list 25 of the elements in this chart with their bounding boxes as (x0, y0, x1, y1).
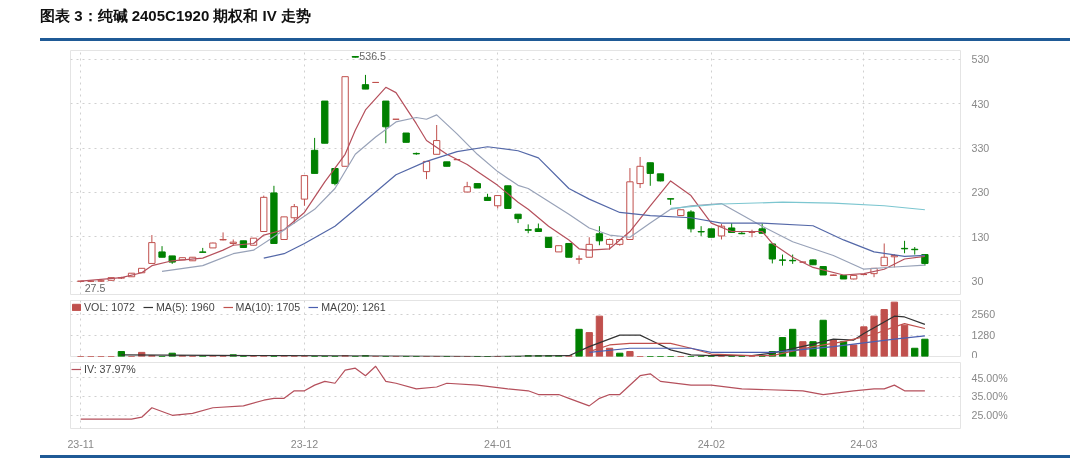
y-tick-label: 25.00% (971, 409, 1009, 422)
y-tick-label: 0 (971, 348, 978, 361)
y-tick-label: 330 (971, 142, 990, 155)
x-tick-label: 24-02 (697, 437, 725, 450)
x-tick-label: 24-01 (484, 437, 512, 450)
y-tick-label: 130 (971, 230, 990, 243)
y-tick-label: 230 (971, 186, 990, 199)
x-tick-label: 23-11 (67, 437, 94, 450)
y-tick-label: 1280 (971, 329, 996, 342)
annotation: 27.5 (84, 282, 106, 295)
legend-label: VOL: 1072 (84, 301, 135, 313)
x-tick-label: 24-03 (850, 437, 878, 450)
legend-label: MA(10): 1705 (235, 301, 301, 313)
y-tick-label: 430 (971, 97, 990, 110)
y-tick-label: 530 (971, 53, 990, 66)
y-tick-label: 45.00% (971, 371, 1009, 384)
chart-title: 图表 3：纯碱 2405C1920 期权和 IV 走势 (40, 6, 311, 26)
legend-label: MA(5): 1960 (155, 301, 215, 313)
annotation: 536.5 (359, 50, 387, 63)
legend-label: MA(20): 1261 (321, 301, 386, 313)
y-tick-label: 35.00% (971, 390, 1009, 403)
x-tick-label: 23-12 (290, 437, 319, 450)
y-tick-label: 2560 (971, 308, 996, 321)
y-tick-label: 30 (971, 275, 984, 288)
legend-label: IV: 37.97% (84, 363, 136, 375)
